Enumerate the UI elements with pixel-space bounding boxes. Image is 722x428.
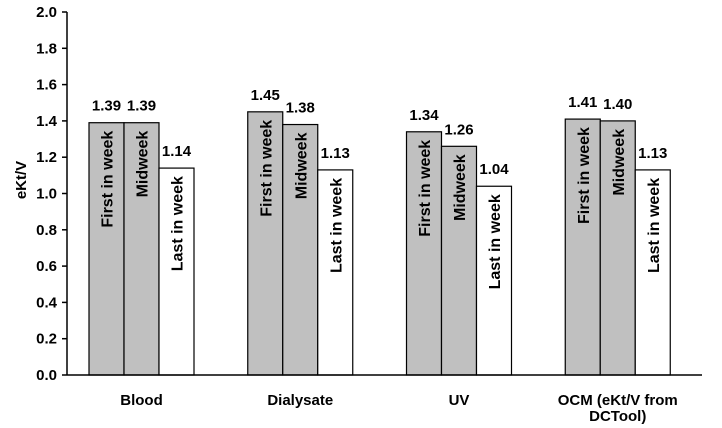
data-label: 1.40: [603, 96, 632, 113]
data-label: 1.13: [321, 145, 350, 162]
series-label: First in week: [258, 120, 275, 217]
data-label: 1.45: [251, 87, 280, 104]
bar: [405, 131, 443, 376]
data-label: 1.41: [568, 94, 597, 111]
bar: [282, 123, 319, 376]
data-label: 1.04: [479, 161, 509, 178]
y-tick-label: 1.2: [36, 149, 57, 166]
data-label: 1.38: [286, 100, 315, 117]
series-label: Last in week: [487, 194, 504, 289]
y-axis-title: eKt/V: [13, 161, 30, 199]
bar: [317, 169, 354, 376]
y-tick-label: 0.8: [36, 222, 57, 239]
series-label: Last in week: [170, 176, 187, 271]
data-label: 1.13: [638, 145, 667, 162]
category-label: Dialysate: [267, 392, 333, 409]
bar: [247, 111, 284, 376]
data-label: 1.14: [162, 143, 192, 160]
data-label: 1.26: [444, 121, 473, 138]
data-label: 1.39: [127, 98, 156, 115]
y-tick-label: 0.4: [36, 294, 58, 311]
bar: [158, 167, 195, 376]
y-tick-label: 1.6: [36, 77, 57, 94]
bar: [564, 118, 601, 376]
bar: [88, 122, 125, 376]
category-label: OCM (eKt/V from: [558, 392, 678, 409]
series-label: Midweek: [611, 129, 628, 196]
data-label: 1.34: [409, 107, 439, 124]
series-label: First in week: [576, 127, 593, 224]
bar: [634, 169, 671, 376]
category-label: Blood: [120, 392, 163, 409]
bar: [599, 120, 636, 376]
series-label: Midweek: [452, 154, 469, 221]
y-tick-label: 0.6: [36, 258, 57, 275]
series-label: First in week: [100, 131, 117, 228]
bar: [123, 122, 160, 376]
series-label: First in week: [417, 140, 434, 237]
category-label: DCTool): [589, 408, 646, 425]
series-label: Last in week: [328, 178, 345, 273]
series-label: Last in week: [646, 178, 663, 273]
y-tick-label: 0.2: [36, 331, 57, 348]
y-tick-label: 0.0: [36, 367, 57, 384]
y-tick-label: 1.4: [36, 113, 58, 130]
data-label: 1.39: [92, 98, 121, 115]
bar: [475, 185, 513, 376]
series-label: Midweek: [135, 131, 152, 198]
y-tick-label: 1.0: [36, 186, 57, 203]
category-label: UV: [449, 392, 470, 409]
series-label: Midweek: [293, 132, 310, 199]
y-tick-label: 2.0: [36, 4, 57, 21]
y-tick-label: 1.8: [36, 40, 57, 57]
